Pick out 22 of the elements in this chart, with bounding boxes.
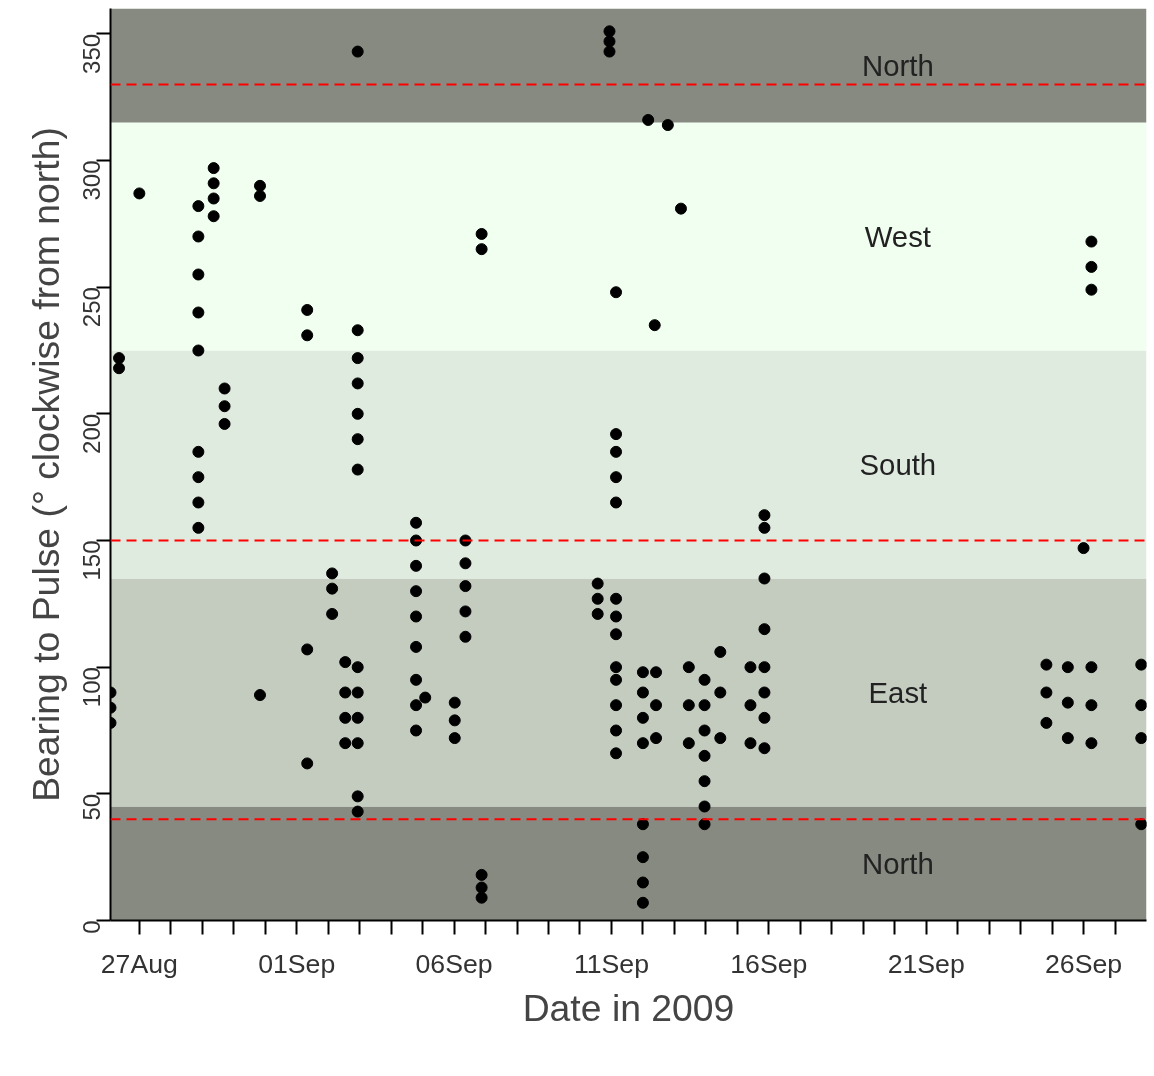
x-tick-label: 21Sep	[887, 948, 965, 979]
band-label: South	[859, 448, 937, 481]
x-tick-label: 11Sep	[573, 948, 650, 979]
y-axis-title: Bearing to Pulse (° clockwise from north)	[24, 127, 67, 802]
x-axis-title: Date in 2009	[522, 986, 735, 1029]
y-tick-label: 250	[78, 287, 105, 328]
y-tick-label: 150	[78, 540, 105, 581]
x-tick-label: 16Sep	[730, 948, 808, 979]
band-label: West	[864, 220, 931, 253]
y-tick-label: 300	[78, 160, 105, 201]
x-tick-label: 06Sep	[415, 948, 493, 979]
y-tick-label: 200	[78, 413, 105, 454]
y-tick-label: 0	[78, 920, 105, 934]
x-tick-label: 26Sep	[1045, 948, 1123, 979]
y-tick-label: 50	[78, 793, 105, 821]
x-tick-label: 01Sep	[258, 948, 336, 979]
y-tick-label: 350	[78, 33, 105, 74]
band-label: East	[868, 676, 928, 709]
x-tick-label: 27Aug	[100, 948, 178, 979]
y-tick-label: 100	[78, 667, 105, 708]
band-label: North	[862, 847, 934, 880]
band-label: North	[862, 49, 934, 82]
